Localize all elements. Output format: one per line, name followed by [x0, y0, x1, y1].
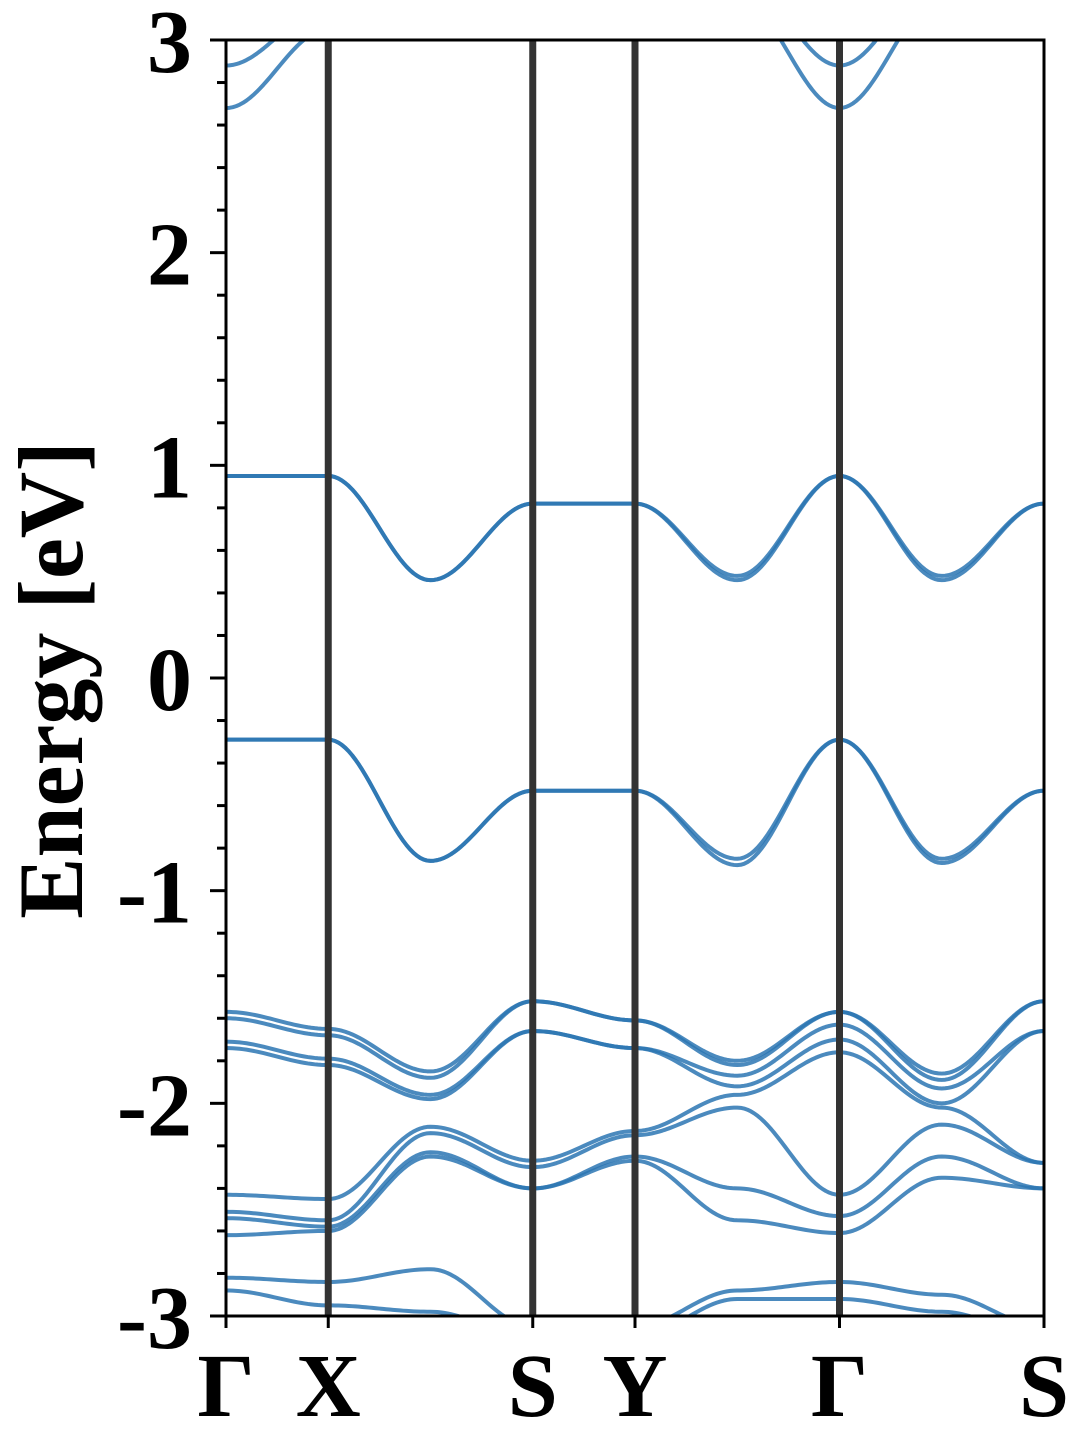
x-tick-label: X	[296, 1337, 361, 1436]
x-tick-label: Y	[603, 1337, 668, 1436]
x-tick-label: S	[508, 1337, 558, 1436]
y-tick-label: 3	[147, 0, 192, 92]
band-line	[226, 1288, 976, 1316]
y-tick-label: 1	[147, 418, 192, 517]
x-tick-label: Γ	[811, 1337, 868, 1436]
y-tick-label: -2	[117, 1056, 192, 1155]
x-tick-label: S	[1019, 1337, 1069, 1436]
k-path-lines	[324, 40, 843, 1316]
x-tick-label: Γ	[197, 1337, 254, 1436]
y-tick-label: -3	[117, 1269, 192, 1368]
y-tick-label: 2	[147, 206, 192, 305]
y-axis-label: Energy [eV]	[0, 441, 102, 919]
band-line	[226, 1267, 1009, 1316]
y-tick-label: 0	[147, 631, 192, 730]
y-axis-ticks: -3 -2 -1 0 1 2 3	[117, 0, 226, 1368]
y-tick-label: -1	[117, 844, 192, 943]
